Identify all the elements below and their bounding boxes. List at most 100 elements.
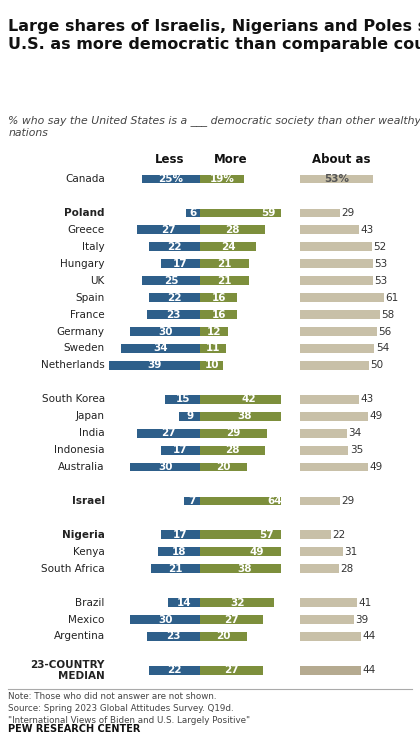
Text: Spain: Spain (76, 293, 105, 302)
Bar (300, 361, 369, 370)
Text: 30: 30 (158, 326, 173, 337)
Bar (200, 412, 289, 421)
Text: 59: 59 (261, 208, 276, 218)
Bar (200, 293, 237, 302)
Text: 39: 39 (355, 614, 368, 625)
Text: Poland: Poland (64, 208, 105, 218)
Text: 11: 11 (206, 343, 220, 354)
Bar (200, 615, 263, 624)
Bar (147, 310, 200, 319)
Bar (200, 175, 244, 184)
Text: Australia: Australia (58, 462, 105, 472)
Text: 23: 23 (166, 310, 181, 319)
Bar (200, 259, 249, 268)
Bar (300, 598, 357, 607)
Text: 16: 16 (211, 310, 226, 319)
Text: Japan: Japan (76, 411, 105, 421)
Text: 20: 20 (216, 462, 231, 472)
Text: Large shares of Israelis, Nigerians and Poles see the
U.S. as more democratic th: Large shares of Israelis, Nigerians and … (8, 19, 420, 52)
Text: 44: 44 (362, 632, 375, 641)
Bar (121, 344, 200, 353)
Text: 64: 64 (267, 496, 282, 506)
Text: 53: 53 (375, 259, 388, 269)
Bar (300, 293, 384, 302)
Bar (110, 361, 200, 370)
Text: UK: UK (91, 276, 105, 285)
Text: Italy: Italy (82, 241, 105, 252)
Text: Argentina: Argentina (54, 632, 105, 641)
Text: 17: 17 (173, 445, 188, 455)
Text: 24: 24 (220, 241, 235, 252)
Bar (147, 632, 200, 641)
Text: 23-COUNTRY
MEDIAN: 23-COUNTRY MEDIAN (30, 660, 105, 681)
Bar (300, 564, 339, 573)
Text: % who say the United States is a ___ democratic society than other wealthy
natio: % who say the United States is a ___ dem… (8, 115, 420, 138)
Text: 25: 25 (164, 276, 178, 285)
Bar (300, 412, 368, 421)
Bar (137, 225, 200, 234)
Text: 28: 28 (226, 445, 240, 455)
Text: 27: 27 (161, 225, 176, 235)
Bar (300, 310, 380, 319)
Bar (300, 615, 354, 624)
Text: 29: 29 (226, 428, 241, 438)
Text: About as: About as (312, 153, 371, 166)
Bar (200, 632, 247, 641)
Bar (168, 598, 200, 607)
Text: 41: 41 (358, 597, 371, 608)
Bar (165, 395, 200, 403)
Text: 25%: 25% (158, 174, 184, 184)
Text: 7: 7 (188, 496, 196, 506)
Text: 38: 38 (237, 564, 252, 574)
Bar (130, 327, 200, 336)
Bar (300, 548, 343, 557)
Bar (200, 666, 263, 675)
Bar (200, 446, 265, 455)
Text: 19%: 19% (210, 174, 235, 184)
Bar (300, 531, 331, 539)
Text: 21: 21 (168, 564, 183, 574)
Text: 49: 49 (369, 411, 382, 421)
Text: 27: 27 (224, 614, 239, 625)
Text: 31: 31 (344, 547, 357, 557)
Bar (200, 361, 223, 370)
Text: 34: 34 (348, 428, 362, 438)
Text: Mexico: Mexico (68, 614, 105, 625)
Bar (300, 209, 340, 217)
Bar (200, 496, 349, 505)
Text: Sweden: Sweden (64, 343, 105, 354)
Text: 6: 6 (189, 208, 197, 218)
Bar (200, 429, 268, 438)
Bar (300, 395, 360, 403)
Text: 30: 30 (158, 614, 173, 625)
Text: 22: 22 (167, 665, 182, 675)
Text: 30: 30 (158, 462, 173, 472)
Bar (200, 531, 333, 539)
Text: 12: 12 (207, 326, 221, 337)
Text: 16: 16 (211, 293, 226, 302)
Bar (300, 344, 375, 353)
Text: 43: 43 (361, 395, 374, 404)
Text: Kenya: Kenya (73, 547, 105, 557)
Text: 53: 53 (375, 276, 388, 285)
Bar (186, 209, 200, 217)
Text: India: India (79, 428, 105, 438)
Bar (300, 327, 377, 336)
Text: 50: 50 (370, 360, 383, 371)
Text: Greece: Greece (68, 225, 105, 235)
Bar (200, 225, 265, 234)
Text: 42: 42 (241, 395, 256, 404)
Bar (142, 276, 200, 285)
Text: Israel: Israel (72, 496, 105, 506)
Text: 23: 23 (166, 632, 181, 641)
Text: 29: 29 (341, 496, 355, 506)
Bar (184, 496, 200, 505)
Text: 32: 32 (230, 597, 244, 608)
Text: 49: 49 (369, 462, 382, 472)
Bar (200, 463, 247, 472)
Bar (200, 209, 337, 217)
Text: 49: 49 (250, 547, 264, 557)
Text: 22: 22 (167, 293, 182, 302)
Bar (300, 429, 347, 438)
Text: PEW RESEARCH CENTER: PEW RESEARCH CENTER (8, 724, 141, 734)
